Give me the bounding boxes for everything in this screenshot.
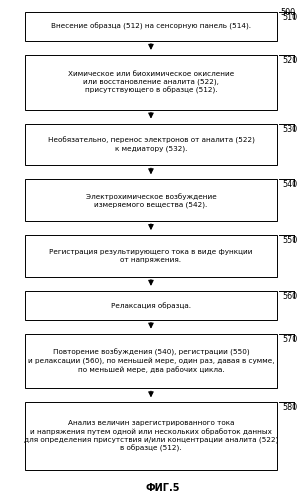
Text: Релаксация образца.: Релаксация образца.: [111, 302, 191, 308]
Text: 580: 580: [282, 404, 297, 412]
FancyBboxPatch shape: [25, 235, 277, 277]
FancyBboxPatch shape: [25, 180, 277, 221]
Text: 570: 570: [282, 334, 297, 344]
Text: 550: 550: [282, 236, 297, 245]
Text: 560: 560: [282, 292, 297, 301]
Text: 530: 530: [282, 124, 297, 134]
Text: Повторение возбуждения (540), регистрации (550)
и релаксации (560), по меньшей м: Повторение возбуждения (540), регистраци…: [28, 348, 274, 374]
FancyBboxPatch shape: [25, 12, 277, 41]
Text: Регистрация результирующего тока в виде функции
от напряжения.: Регистрация результирующего тока в виде …: [49, 249, 253, 262]
FancyBboxPatch shape: [25, 402, 277, 470]
Text: Внесение образца (512) на сенсорную панель (514).: Внесение образца (512) на сенсорную пане…: [51, 23, 251, 30]
Text: Анализ величин зарегистрированного тока
и напряжения путем одной или нескольких : Анализ величин зарегистрированного тока …: [24, 420, 278, 452]
FancyBboxPatch shape: [25, 334, 277, 388]
FancyBboxPatch shape: [25, 55, 277, 110]
Text: 520: 520: [282, 56, 297, 65]
Text: Химическое или биохимическое окисление
или восстановление аналита (522),
присутс: Химическое или биохимическое окисление и…: [68, 70, 234, 94]
Text: ФИГ.5: ФИГ.5: [145, 483, 180, 493]
Text: 510: 510: [282, 13, 297, 22]
Text: 540: 540: [282, 180, 297, 190]
Text: Электрохимическое возбуждение
измеряемого вещества (542).: Электрохимическое возбуждение измеряемог…: [86, 193, 216, 208]
Text: Необязательно, перенос электронов от аналита (522)
к медиатору (532).: Необязательно, перенос электронов от ана…: [48, 137, 255, 152]
Text: 500: 500: [281, 8, 296, 17]
FancyBboxPatch shape: [25, 291, 277, 320]
FancyBboxPatch shape: [25, 124, 277, 166]
